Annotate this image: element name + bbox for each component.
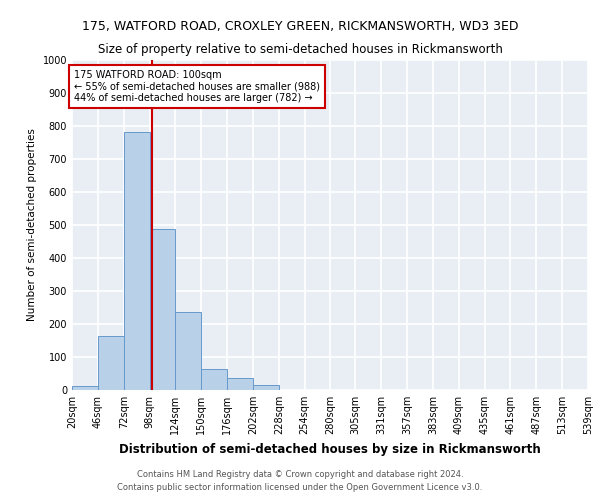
Bar xyxy=(124,132,149,390)
Text: Size of property relative to semi-detached houses in Rickmansworth: Size of property relative to semi-detach… xyxy=(98,42,502,56)
Bar xyxy=(72,386,98,390)
Text: Contains public sector information licensed under the Open Government Licence v3: Contains public sector information licen… xyxy=(118,484,482,492)
Text: 175 WATFORD ROAD: 100sqm
← 55% of semi-detached houses are smaller (988)
44% of : 175 WATFORD ROAD: 100sqm ← 55% of semi-d… xyxy=(74,70,320,103)
Text: Contains HM Land Registry data © Crown copyright and database right 2024.: Contains HM Land Registry data © Crown c… xyxy=(137,470,463,479)
Bar xyxy=(149,229,175,390)
Y-axis label: Number of semi-detached properties: Number of semi-detached properties xyxy=(27,128,37,322)
Bar xyxy=(201,369,227,390)
Bar xyxy=(175,312,201,390)
Bar xyxy=(227,378,253,390)
Bar xyxy=(98,336,124,390)
Text: 175, WATFORD ROAD, CROXLEY GREEN, RICKMANSWORTH, WD3 3ED: 175, WATFORD ROAD, CROXLEY GREEN, RICKMA… xyxy=(82,20,518,33)
Bar xyxy=(253,385,279,390)
X-axis label: Distribution of semi-detached houses by size in Rickmansworth: Distribution of semi-detached houses by … xyxy=(119,442,541,456)
